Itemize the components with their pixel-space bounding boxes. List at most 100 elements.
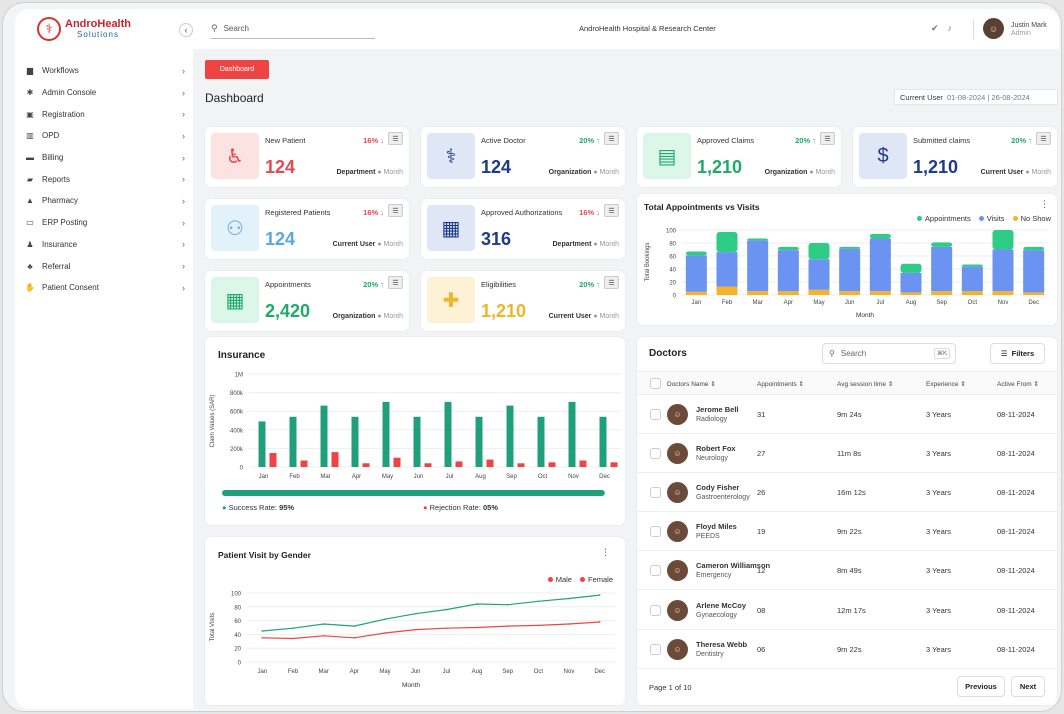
sidebar-item-patient-consent[interactable]: ✋ Patient Consent › (25, 277, 185, 299)
bar-visits-jan[interactable] (685, 255, 707, 292)
point-female-dec[interactable] (598, 621, 601, 623)
bar-appointments-mar[interactable] (747, 238, 769, 241)
bar-visits-jun[interactable] (839, 248, 861, 292)
row-checkbox[interactable] (650, 409, 661, 420)
bar-no-show-may[interactable] (808, 289, 830, 295)
bar-no-show-nov[interactable] (992, 291, 1014, 295)
bar-success-aug[interactable] (475, 416, 483, 467)
bar-no-show-apr[interactable] (777, 291, 799, 295)
table-row[interactable]: ☺ Cameron Williamson Emergency 12 8m 49s 3 Ye… (637, 551, 1057, 591)
bar-no-show-feb[interactable] (716, 286, 738, 295)
kpi-card-submitted-claims[interactable]: $ Submitted claims 20% ↑ ☰ 1,210 Current User… (853, 127, 1057, 187)
column-header-3[interactable]: Experience ⇕ (926, 381, 966, 388)
bar-reject-mar[interactable] (331, 452, 339, 467)
bar-visits-jul[interactable] (869, 238, 891, 292)
point-female-jun[interactable] (414, 628, 417, 631)
bar-visits-sep[interactable] (931, 246, 953, 292)
point-male-feb[interactable] (292, 627, 294, 629)
brand-logo[interactable]: ⚕ AndroHealth Solutions (37, 17, 131, 41)
filter-icon[interactable]: ☰ (388, 204, 403, 217)
column-header-1[interactable]: Appointments ⇕ (757, 381, 804, 388)
global-search-input[interactable]: ⚲ Search (211, 19, 375, 39)
sidebar-item-billing[interactable]: ▬ Billing › (25, 147, 185, 169)
sidebar-item-opd[interactable]: ▥ OPD › (25, 125, 185, 147)
point-female-jan[interactable] (261, 637, 264, 639)
bar-appointments-jan[interactable] (685, 251, 707, 256)
bar-appointments-jun[interactable] (839, 246, 861, 249)
next-button[interactable]: Next (1011, 676, 1045, 697)
bar-reject-oct[interactable] (548, 462, 556, 467)
bar-appointments-aug[interactable] (900, 263, 922, 273)
bar-appointments-nov[interactable] (992, 230, 1014, 250)
sidebar-item-erp-posting[interactable]: ▭ ERP Posting › (25, 212, 185, 234)
bar-success-apr[interactable] (351, 416, 359, 467)
bar-appointments-may[interactable] (808, 243, 830, 260)
bar-visits-mar[interactable] (747, 240, 769, 292)
bar-no-show-mar[interactable] (747, 291, 769, 295)
bar-no-show-dec[interactable] (1023, 292, 1045, 295)
point-male-dec[interactable] (598, 594, 601, 596)
filter-icon[interactable]: ☰ (820, 132, 835, 145)
current-user-filter[interactable]: Current User 01-08-2024 | 26-08-2024 (894, 89, 1058, 105)
sidebar-item-referral[interactable]: ♣ Referral › (25, 255, 185, 277)
doctors-search-input[interactable]: ⚲ Search ⌘K (822, 343, 956, 364)
filter-icon[interactable]: ☰ (388, 276, 403, 289)
bar-success-mar[interactable] (320, 405, 328, 467)
bar-success-oct[interactable] (537, 416, 545, 467)
bar-appointments-dec[interactable] (1023, 246, 1045, 251)
filter-icon[interactable]: ☰ (1036, 132, 1051, 145)
column-header-2[interactable]: Avg session time ⇕ (837, 381, 894, 388)
bar-appointments-jul[interactable] (869, 233, 891, 239)
bar-visits-may[interactable] (808, 259, 830, 290)
more-options-icon[interactable]: ⋮ (1040, 199, 1049, 209)
bar-visits-feb[interactable] (716, 252, 738, 287)
filter-icon[interactable]: ☰ (604, 132, 619, 145)
bar-reject-nov[interactable] (579, 460, 587, 467)
point-male-sep[interactable] (506, 603, 509, 606)
sidebar-item-reports[interactable]: ▰ Reports › (25, 168, 185, 190)
dashboard-button[interactable]: Dashboard (205, 60, 269, 79)
sidebar-item-insurance[interactable]: ♟ Insurance › (25, 234, 185, 256)
sidebar-item-admin-console[interactable]: ✱ Admin Console › (25, 82, 185, 104)
point-female-apr[interactable] (353, 637, 356, 639)
bar-success-nov[interactable] (568, 401, 576, 467)
bar-reject-dec[interactable] (610, 462, 618, 467)
row-checkbox[interactable] (650, 448, 661, 460)
table-row[interactable]: ☺ Floyd Miles PEEDS 19 9m 22s 3 Years 08-11-20… (637, 512, 1057, 552)
kpi-card-appointments[interactable]: ▦ Appointments 20% ↑ ☰ 2,420 Organization ● M… (205, 271, 409, 331)
user-menu[interactable]: Justin Mark Admin (1011, 22, 1047, 38)
user-avatar[interactable]: ☺ (983, 18, 1004, 39)
filters-button[interactable]: ☰ Filters (990, 343, 1045, 364)
point-female-mar[interactable] (322, 634, 325, 637)
row-checkbox[interactable] (650, 526, 661, 538)
point-female-aug[interactable] (476, 626, 478, 629)
point-male-jul[interactable] (445, 608, 448, 611)
kpi-card-active-doctor[interactable]: ⚕ Active Doctor 20% ↑ ☰ 124 Organization ● Mo… (421, 127, 625, 187)
point-male-oct[interactable] (537, 600, 540, 603)
bar-no-show-jun[interactable] (839, 291, 861, 295)
table-row[interactable]: ☺ Jerome Bell Radiology 31 9m 24s 3 Years 08-1… (637, 395, 1057, 434)
table-row[interactable]: ☺ Theresa Webb Dentistry 06 9m 22s 3 Years 08-… (637, 630, 1057, 669)
table-row[interactable]: ☺ Robert Fox Neurology 27 11m 8s 3 Years 08-11… (637, 434, 1057, 474)
point-male-apr[interactable] (353, 625, 356, 627)
point-male-jun[interactable] (414, 612, 417, 615)
bar-visits-aug[interactable] (900, 272, 922, 293)
bar-visits-nov[interactable] (992, 249, 1014, 292)
bar-appointments-feb[interactable] (716, 231, 738, 253)
sidebar-item-registration[interactable]: ▣ Registration › (25, 103, 185, 125)
bar-reject-feb[interactable] (300, 460, 308, 467)
point-female-nov[interactable] (568, 623, 570, 625)
bar-success-jul[interactable] (444, 401, 452, 467)
row-checkbox[interactable] (650, 643, 661, 655)
filter-icon[interactable]: ☰ (604, 204, 619, 217)
bar-visits-oct[interactable] (961, 266, 983, 292)
point-male-may[interactable] (384, 618, 386, 621)
bar-success-feb[interactable] (289, 416, 297, 467)
bar-reject-jun[interactable] (424, 463, 432, 467)
filter-icon[interactable]: ☰ (388, 132, 403, 145)
collapse-sidebar-button[interactable]: ‹ (179, 23, 193, 37)
point-male-aug[interactable] (476, 603, 478, 605)
bar-no-show-oct[interactable] (961, 291, 983, 295)
bar-visits-dec[interactable] (1023, 250, 1045, 293)
kpi-card-registered-patients[interactable]: ⚇ Registered Patients 16% ↓ ☰ 124 Current Use… (205, 199, 409, 259)
